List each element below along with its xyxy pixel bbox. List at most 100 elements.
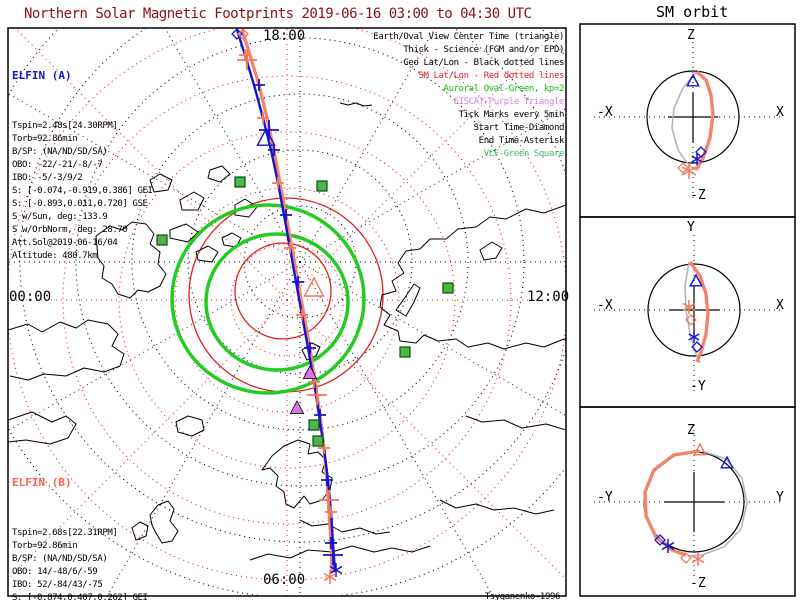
info-line: IBO: -5/-3/9/2 — [12, 173, 83, 183]
tick-5min-blue — [292, 276, 304, 288]
panel-salmon-asterisk — [691, 552, 705, 566]
info-line: Tspin=2.48s[24.30RPM] — [12, 121, 118, 131]
axis-label-p2-left: -X — [597, 298, 613, 313]
sm-lat-circle — [234, 242, 332, 340]
panel-salmon-diamond — [685, 314, 697, 326]
elfin-a-center-time-triangle — [256, 127, 276, 146]
panel-salmon-diamond — [680, 552, 692, 564]
vlf-station-square — [312, 435, 324, 447]
axis-label-p2-top: Y — [687, 220, 695, 235]
vlf-station-square — [308, 419, 320, 431]
info-line: S w/OrbNorm, deg: 28.70 — [12, 225, 128, 235]
auroral-oval — [170, 203, 366, 395]
panel-salmon-asterisk — [681, 163, 697, 179]
tick-5min-blue — [325, 537, 337, 549]
info-line: Torb=92.86min — [12, 541, 78, 551]
panel-border — [579, 23, 796, 218]
vlf-station-square — [316, 180, 328, 192]
panel-blue-triangle — [689, 273, 703, 287]
tick-big-salmon — [237, 50, 257, 70]
orbit-thick — [694, 70, 715, 171]
tick-5min-blue — [314, 409, 326, 421]
axis-label-p1-right: X — [776, 105, 784, 120]
info-line: B/SP: (NA/ND/SD/SA) — [12, 554, 108, 564]
info-line: IBO: 52/-84/43/-75 — [12, 580, 103, 590]
footprint-map — [8, 28, 566, 596]
panel-blue-asterisk — [661, 539, 675, 553]
legend-line: Earth/Oval View Center Time (triangle) — [373, 32, 564, 42]
info-line: B/SP: (NA/ND/SD/SA) — [12, 147, 108, 157]
info-line: OBO: -22/-21/-8/-7 — [12, 160, 103, 170]
info-line: S: [-0.893,0.011,0.720] GSE — [12, 199, 148, 209]
legend-line: End Time-Asterisk — [478, 136, 565, 146]
earth-circle — [647, 263, 741, 357]
tick-5min-salmon — [318, 442, 330, 454]
elfin-b-lines: Tspin=2.68s[22.31RPM] Torb=92.86min B/SP: … — [12, 527, 148, 600]
map-legend: Earth/Oval View Center Time (triangle) Th… — [373, 31, 564, 161]
credits-block: Tsyganenko-1996 Created: Wed Jan 25 11:2… — [394, 562, 561, 600]
sm-orbit-panel-yz — [579, 406, 796, 597]
tick-5min-salmon — [272, 177, 284, 189]
tick-big-salmon — [319, 490, 339, 510]
axis-label-p1-top: Z — [687, 28, 695, 43]
panel-salmon-asterisk — [682, 300, 696, 314]
info-line: Att.Sol@2019-06-16/04 — [12, 238, 118, 248]
elfin-a-lines: Tspin=2.48s[24.30RPM] Torb=92.86min B/SP: … — [12, 120, 153, 263]
legend-line: Thick - Science (FGM and/or EPD) — [403, 45, 564, 55]
eiscat-svalbard-triangle — [302, 365, 318, 379]
legend-line: Geo Lat/Lon - Black dotted lines — [403, 58, 564, 68]
tick-big-salmon — [307, 385, 327, 405]
tick-5min-blue — [321, 474, 333, 486]
elfin-b-end-asterisk — [323, 570, 337, 584]
axis-label-p3-top: Z — [687, 423, 695, 438]
geo-grid — [8, 28, 566, 596]
axis-label-p3-bottom: -Z — [690, 576, 706, 591]
panel-blue-asterisk — [691, 153, 703, 165]
orbit-thin — [687, 450, 748, 557]
info-line: S: [-0.074,-0.919,0.386] GEI — [12, 186, 153, 196]
legend-line: VLF-Green Square — [483, 149, 565, 159]
axis-label-p3-left: -Y — [597, 490, 613, 505]
tick-5min-blue — [268, 144, 280, 156]
mlt-label-0000: 00:00 — [9, 289, 52, 305]
panel-border — [579, 406, 796, 597]
elfin-a-end-asterisk — [329, 563, 343, 577]
elfin-a-title: ELFIN (A) — [12, 69, 72, 82]
panel-blue-diamond — [654, 534, 666, 546]
tick-5min-salmon — [325, 506, 337, 518]
axis-label-p3-right: Y — [776, 490, 784, 505]
elfin-b-info-block: ELFIN (B) Tspin=2.68s[22.31RPM] Torb=92.8… — [12, 438, 148, 600]
legend-line: EISCAT-Purple Triangle — [453, 97, 565, 107]
info-line: S: [-0.874,0.407,0.262] GEI — [12, 593, 148, 600]
model-credit: Tsyganenko-1996 — [484, 592, 561, 600]
mlt-label-1800: 18:00 — [263, 28, 306, 44]
panel-salmon-diamond — [677, 162, 689, 174]
mlt-label-1200: 12:00 — [527, 289, 570, 305]
vlf-station-square — [156, 234, 168, 246]
sm-grid — [8, 28, 566, 596]
legend-line: Start Time-Diamond — [473, 123, 565, 133]
panel-salmon-triangle — [693, 442, 707, 456]
sm-orbit-panel-xz — [579, 23, 796, 218]
legend-line: Tick Marks every 5min — [458, 110, 565, 120]
page-title: Northern Solar Magnetic Footprints 2019-… — [24, 6, 532, 22]
axis-label-p1-left: -X — [597, 105, 613, 120]
info-line: Altitude: 480.7km — [12, 251, 98, 261]
elfin-b-center-time-triangle — [303, 276, 325, 297]
axis-label-p2-right: X — [776, 298, 784, 313]
orbit-thick — [688, 261, 710, 363]
elfin-b-start-diamond — [237, 28, 249, 40]
legend-line: Auroral Oval-Green, kp=2 — [443, 84, 565, 94]
tick-5min-salmon — [239, 49, 251, 61]
auroral-oval — [204, 232, 350, 372]
coastlines — [8, 102, 566, 561]
tick-5min-blue — [253, 79, 265, 91]
map-border — [7, 27, 567, 597]
orbit-thick — [643, 449, 701, 557]
info-line: S w/Sun, deg: 133.9 — [12, 212, 108, 222]
vlf-station-square — [442, 282, 454, 294]
tick-5min-blue — [280, 209, 292, 221]
tick-5min-blue — [304, 342, 316, 354]
